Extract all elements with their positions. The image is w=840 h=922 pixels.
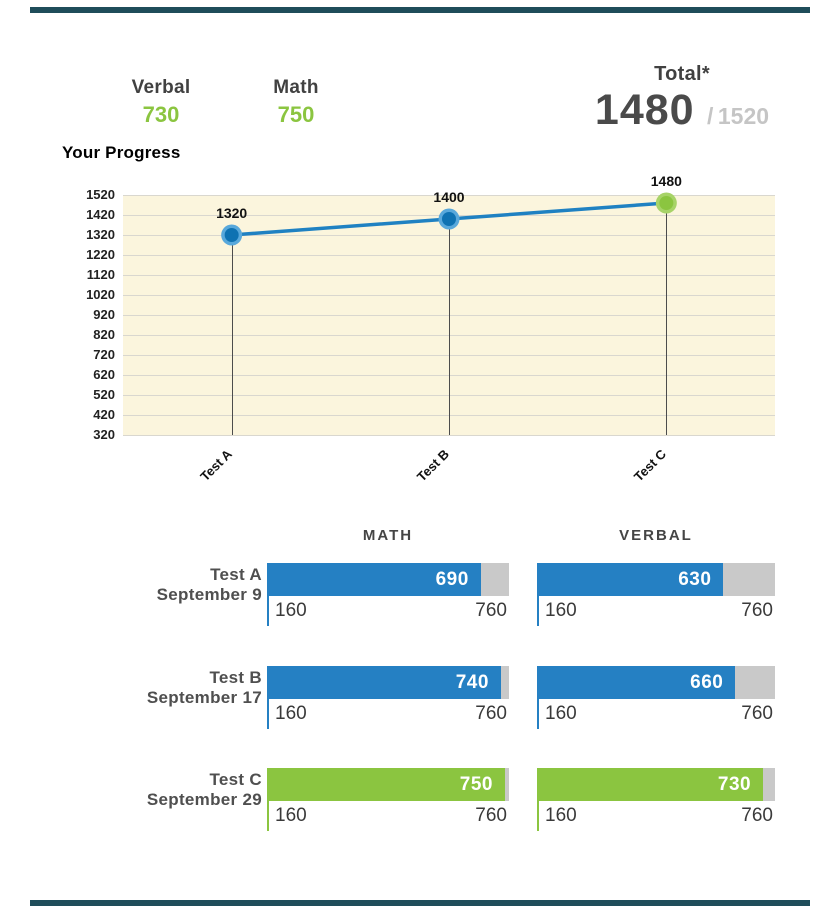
data-point — [659, 196, 674, 210]
y-axis-tick-label: 420 — [93, 407, 115, 422]
test-name: Test A — [210, 565, 262, 584]
verbal-score-bar: 730 — [537, 768, 775, 801]
scale-max-label: 760 — [475, 600, 507, 621]
gridline — [123, 435, 775, 436]
scale-max-label: 760 — [475, 805, 507, 826]
x-axis-tick-label: Test B — [413, 446, 452, 485]
bar-value: 660 — [690, 672, 724, 693]
bar-fill: 630 — [537, 563, 724, 596]
math-bar-scale: 160 760 — [267, 596, 509, 627]
verbal-score-bar: 660 — [537, 666, 775, 699]
scale-max-label: 760 — [475, 703, 507, 724]
math-column-header: MATH — [362, 527, 414, 544]
scale-tick — [537, 801, 539, 831]
math-score-bar: 740 — [267, 666, 509, 699]
scale-max-label: 760 — [741, 703, 773, 724]
y-axis-tick-label: 1220 — [86, 247, 115, 262]
test-name: Test C — [209, 770, 262, 789]
scale-tick — [267, 596, 269, 626]
bar-value: 630 — [678, 569, 712, 590]
x-axis-tick-label: Test C — [631, 446, 670, 485]
total-label: Total* — [654, 63, 710, 85]
math-bar-scale: 160 760 — [267, 699, 509, 730]
total-max-value: 1520 — [717, 103, 770, 129]
bar-fill: 730 — [537, 768, 764, 801]
point-drop-line — [449, 219, 450, 435]
y-axis-tick-label: 320 — [93, 427, 115, 442]
y-axis-tick-label: 1520 — [86, 187, 115, 202]
total-score-row: 1480 / 1520 — [576, 86, 788, 135]
math-score-value: 750 — [277, 102, 315, 127]
scale-min-label: 160 — [275, 600, 307, 621]
y-axis-labels: 1520 1420 1320 1220 1120 1020 920 820 720 620 520 4… — [50, 187, 115, 442]
bottom-divider-bar — [30, 900, 810, 906]
bar-fill: 740 — [267, 666, 501, 699]
total-divider: / — [707, 103, 714, 129]
point-value-label: 1320 — [216, 205, 248, 221]
test-row-label: Test B September 17 — [40, 668, 262, 708]
scale-max-label: 760 — [741, 805, 773, 826]
y-axis-tick-label: 1320 — [86, 227, 115, 242]
progress-line-chart: 1320 1400 1480 — [123, 173, 775, 436]
scale-min-label: 160 — [275, 805, 307, 826]
verbal-bar-scale: 160 760 — [537, 801, 775, 832]
scale-tick — [537, 596, 539, 626]
y-axis-tick-label: 620 — [93, 367, 115, 382]
test-date: September 9 — [156, 585, 262, 604]
math-score-bar: 690 — [267, 563, 509, 596]
scale-min-label: 160 — [545, 805, 577, 826]
y-axis-tick-label: 520 — [93, 387, 115, 402]
test-date: September 29 — [146, 790, 262, 809]
y-axis-tick-label: 1420 — [86, 207, 115, 222]
bar-value: 730 — [717, 774, 752, 795]
score-line — [221, 192, 677, 246]
scale-min-label: 160 — [275, 703, 307, 724]
scale-min-label: 160 — [545, 600, 577, 621]
bar-value: 740 — [455, 672, 489, 693]
verbal-bar-scale: 160 760 — [537, 596, 775, 627]
total-score-value: 1480 — [594, 86, 695, 134]
verbal-score-bar: 630 — [537, 563, 775, 596]
point-drop-line — [666, 203, 668, 435]
scale-tick — [537, 699, 539, 729]
gridline — [123, 195, 775, 196]
test-row-label: Test C September 29 — [40, 770, 262, 810]
y-axis-tick-label: 920 — [93, 307, 115, 322]
y-axis-tick-label: 1020 — [86, 287, 115, 302]
bar-fill: 690 — [267, 563, 481, 596]
verbal-label: Verbal — [131, 77, 191, 98]
bar-value: 690 — [435, 569, 469, 590]
scale-max-label: 760 — [741, 600, 773, 621]
math-bar-scale: 160 760 — [267, 801, 509, 832]
test-row-label: Test A September 9 — [40, 565, 262, 605]
bar-fill: 660 — [537, 666, 736, 699]
y-axis-tick-label: 820 — [93, 327, 115, 342]
point-value-label: 1400 — [433, 189, 465, 205]
test-date: September 17 — [146, 688, 262, 707]
verbal-summary: Verbal 730 — [106, 77, 216, 128]
scale-tick — [267, 801, 269, 831]
point-drop-line — [231, 235, 233, 435]
scale-min-label: 160 — [545, 703, 577, 724]
x-axis-tick-label: Test A — [196, 446, 235, 485]
math-label: Math — [273, 77, 319, 98]
point-value-label: 1480 — [650, 173, 682, 189]
bar-value: 750 — [459, 774, 493, 795]
verbal-bar-scale: 160 760 — [537, 699, 775, 730]
verbal-score-value: 730 — [142, 102, 180, 127]
test-name: Test B — [209, 668, 262, 687]
bar-fill: 750 — [267, 768, 505, 801]
math-summary: Math 750 — [241, 77, 351, 128]
top-divider-bar — [30, 7, 810, 13]
verbal-column-header: VERBAL — [619, 527, 693, 544]
y-axis-tick-label: 1120 — [86, 267, 115, 282]
y-axis-tick-label: 720 — [93, 347, 115, 362]
progress-title: Your Progress — [62, 143, 181, 162]
math-score-bar: 750 — [267, 768, 509, 801]
data-point — [224, 228, 239, 242]
total-summary: Total* 1480 / 1520 — [576, 63, 788, 135]
data-point — [442, 212, 456, 226]
scale-tick — [267, 699, 269, 729]
